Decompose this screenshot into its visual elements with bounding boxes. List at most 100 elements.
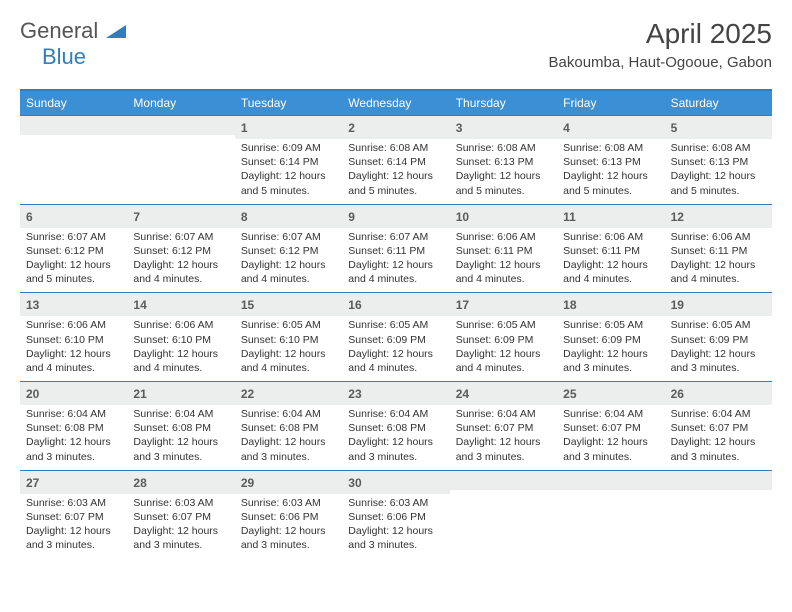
day-body: Sunrise: 6:06 AMSunset: 6:10 PMDaylight:… xyxy=(20,316,127,381)
sunrise-text: Sunrise: 6:04 AM xyxy=(456,407,551,421)
sunset-text: Sunset: 6:09 PM xyxy=(671,333,766,347)
calendar-day: 8Sunrise: 6:07 AMSunset: 6:12 PMDaylight… xyxy=(235,205,342,293)
day-number-row: 24 xyxy=(450,382,557,405)
day-body: Sunrise: 6:08 AMSunset: 6:13 PMDaylight:… xyxy=(557,139,664,204)
sunrise-text: Sunrise: 6:03 AM xyxy=(241,496,336,510)
day-body: Sunrise: 6:05 AMSunset: 6:09 PMDaylight:… xyxy=(342,316,449,381)
calendar-day: 10Sunrise: 6:06 AMSunset: 6:11 PMDayligh… xyxy=(450,205,557,293)
day-number: 12 xyxy=(671,210,684,224)
daylight-text: Daylight: 12 hours xyxy=(348,169,443,183)
calendar-week: 27Sunrise: 6:03 AMSunset: 6:07 PMDayligh… xyxy=(20,470,772,559)
day-number: 4 xyxy=(563,121,570,135)
daylight-text: and 3 minutes. xyxy=(133,538,228,552)
day-body: Sunrise: 6:04 AMSunset: 6:07 PMDaylight:… xyxy=(557,405,664,470)
sunrise-text: Sunrise: 6:08 AM xyxy=(456,141,551,155)
sunset-text: Sunset: 6:06 PM xyxy=(348,510,443,524)
calendar-day: 1Sunrise: 6:09 AMSunset: 6:14 PMDaylight… xyxy=(235,116,342,204)
day-number-row: 29 xyxy=(235,471,342,494)
calendar-day: 16Sunrise: 6:05 AMSunset: 6:09 PMDayligh… xyxy=(342,293,449,381)
day-number-row: 25 xyxy=(557,382,664,405)
daylight-text: and 4 minutes. xyxy=(563,272,658,286)
day-number-row: 9 xyxy=(342,205,449,228)
day-number-row xyxy=(557,471,664,490)
day-number-row xyxy=(665,471,772,490)
daylight-text: Daylight: 12 hours xyxy=(241,435,336,449)
calendar-day: 28Sunrise: 6:03 AMSunset: 6:07 PMDayligh… xyxy=(127,471,234,559)
day-number-row: 30 xyxy=(342,471,449,494)
day-number: 20 xyxy=(26,387,39,401)
day-number-row: 4 xyxy=(557,116,664,139)
calendar-day-empty xyxy=(557,471,664,559)
calendar-day-empty xyxy=(450,471,557,559)
calendar-day: 19Sunrise: 6:05 AMSunset: 6:09 PMDayligh… xyxy=(665,293,772,381)
daylight-text: and 4 minutes. xyxy=(133,361,228,375)
logo-text: General Blue xyxy=(20,18,126,70)
sunset-text: Sunset: 6:13 PM xyxy=(671,155,766,169)
day-number: 9 xyxy=(348,210,355,224)
daylight-text: Daylight: 12 hours xyxy=(671,169,766,183)
sunrise-text: Sunrise: 6:03 AM xyxy=(348,496,443,510)
day-number: 11 xyxy=(563,210,576,224)
daylight-text: and 4 minutes. xyxy=(26,361,121,375)
daylight-text: and 5 minutes. xyxy=(26,272,121,286)
sunset-text: Sunset: 6:09 PM xyxy=(348,333,443,347)
day-number: 13 xyxy=(26,298,39,312)
day-number: 3 xyxy=(456,121,463,135)
day-body: Sunrise: 6:04 AMSunset: 6:08 PMDaylight:… xyxy=(127,405,234,470)
daylight-text: and 4 minutes. xyxy=(241,361,336,375)
sunset-text: Sunset: 6:07 PM xyxy=(26,510,121,524)
day-body: Sunrise: 6:06 AMSunset: 6:11 PMDaylight:… xyxy=(665,228,772,293)
day-number-row: 17 xyxy=(450,293,557,316)
daylight-text: Daylight: 12 hours xyxy=(456,258,551,272)
day-number-row: 3 xyxy=(450,116,557,139)
day-body: Sunrise: 6:03 AMSunset: 6:07 PMDaylight:… xyxy=(20,494,127,559)
calendar-day: 11Sunrise: 6:06 AMSunset: 6:11 PMDayligh… xyxy=(557,205,664,293)
day-number-row: 5 xyxy=(665,116,772,139)
sunrise-text: Sunrise: 6:08 AM xyxy=(348,141,443,155)
day-number-row: 19 xyxy=(665,293,772,316)
day-number-row xyxy=(20,116,127,135)
daylight-text: and 5 minutes. xyxy=(671,184,766,198)
day-number-row: 27 xyxy=(20,471,127,494)
day-body: Sunrise: 6:04 AMSunset: 6:08 PMDaylight:… xyxy=(342,405,449,470)
daylight-text: and 3 minutes. xyxy=(133,450,228,464)
daylight-text: Daylight: 12 hours xyxy=(26,347,121,361)
calendar-day: 17Sunrise: 6:05 AMSunset: 6:09 PMDayligh… xyxy=(450,293,557,381)
sunset-text: Sunset: 6:13 PM xyxy=(456,155,551,169)
day-number: 2 xyxy=(348,121,355,135)
day-body: Sunrise: 6:07 AMSunset: 6:11 PMDaylight:… xyxy=(342,228,449,293)
daylight-text: Daylight: 12 hours xyxy=(241,347,336,361)
day-number-row: 28 xyxy=(127,471,234,494)
day-body xyxy=(127,135,234,187)
daylight-text: and 5 minutes. xyxy=(348,184,443,198)
calendar-day: 12 Sunrise: 6:06 AMSunset: 6:11 PMDayligh… xyxy=(665,205,772,293)
calendar: SundayMondayTuesdayWednesdayThursdayFrid… xyxy=(20,89,772,558)
day-number-row: 22 xyxy=(235,382,342,405)
daylight-text: Daylight: 12 hours xyxy=(671,258,766,272)
sunrise-text: Sunrise: 6:05 AM xyxy=(348,318,443,332)
sunset-text: Sunset: 6:06 PM xyxy=(241,510,336,524)
day-number-row: 18 xyxy=(557,293,664,316)
sunrise-text: Sunrise: 6:07 AM xyxy=(26,230,121,244)
daylight-text: Daylight: 12 hours xyxy=(456,435,551,449)
weekday-header: Saturday xyxy=(665,91,772,115)
calendar-day: 29Sunrise: 6:03 AMSunset: 6:06 PMDayligh… xyxy=(235,471,342,559)
daylight-text: Daylight: 12 hours xyxy=(26,258,121,272)
day-number-row: 12 xyxy=(665,205,772,228)
daylight-text: and 3 minutes. xyxy=(241,450,336,464)
calendar-day: 4 Sunrise: 6:08 AMSunset: 6:13 PMDaylight… xyxy=(557,116,664,204)
sunset-text: Sunset: 6:08 PM xyxy=(26,421,121,435)
daylight-text: Daylight: 12 hours xyxy=(456,169,551,183)
sunset-text: Sunset: 6:12 PM xyxy=(26,244,121,258)
day-number-row: 2 xyxy=(342,116,449,139)
calendar-day: 18Sunrise: 6:05 AMSunset: 6:09 PMDayligh… xyxy=(557,293,664,381)
day-number: 21 xyxy=(133,387,146,401)
calendar-day: 7Sunrise: 6:07 AMSunset: 6:12 PMDaylight… xyxy=(127,205,234,293)
daylight-text: Daylight: 12 hours xyxy=(348,435,443,449)
daylight-text: and 5 minutes. xyxy=(241,184,336,198)
day-body: Sunrise: 6:07 AMSunset: 6:12 PMDaylight:… xyxy=(127,228,234,293)
day-body: Sunrise: 6:08 AMSunset: 6:14 PMDaylight:… xyxy=(342,139,449,204)
calendar-day: 25Sunrise: 6:04 AMSunset: 6:07 PMDayligh… xyxy=(557,382,664,470)
daylight-text: and 4 minutes. xyxy=(241,272,336,286)
day-body: Sunrise: 6:06 AMSunset: 6:11 PMDaylight:… xyxy=(450,228,557,293)
